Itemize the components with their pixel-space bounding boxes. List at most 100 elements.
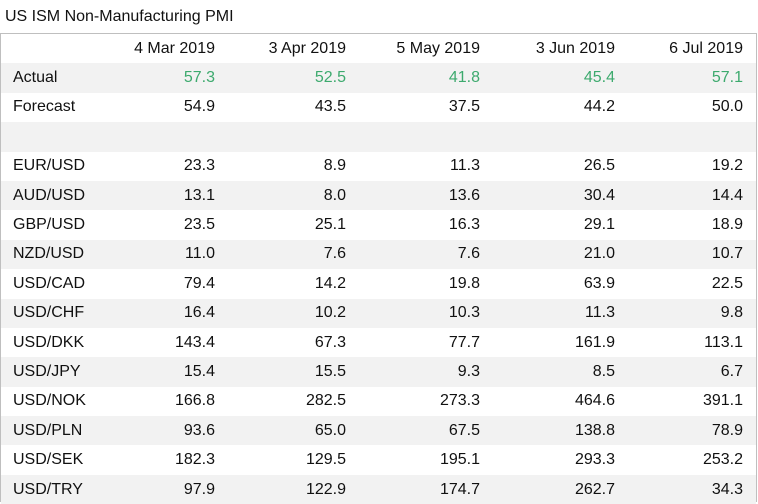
forecast-value: 43.5	[314, 98, 346, 116]
table-row: USD/CHF 16.4 10.2 10.3 11.3 9.8	[1, 298, 756, 328]
cell-value: 13.6	[448, 186, 480, 204]
column-header: 5 May 2019	[396, 39, 480, 57]
row-label: USD/DKK	[13, 333, 85, 351]
corner-cell	[1, 34, 98, 63]
row-label: USD/NOK	[13, 392, 86, 410]
cell-value: 93.6	[183, 421, 215, 439]
cell-value: 8.5	[592, 362, 615, 380]
cell-value: 9.3	[457, 362, 480, 380]
row-label: NZD/USD	[13, 245, 85, 263]
cell-value: 143.4	[174, 333, 215, 351]
row-label: USD/PLN	[13, 421, 83, 439]
cell-value: 22.5	[711, 274, 743, 292]
column-header: 3 Jun 2019	[535, 39, 615, 57]
forecast-value: 54.9	[183, 98, 215, 116]
actual-value: 52.5	[314, 69, 346, 87]
table-row: USD/PLN 93.6 65.0 67.5 138.8 78.9	[1, 416, 756, 446]
cell-value: 14.2	[314, 274, 346, 292]
actual-value: 57.1	[711, 69, 743, 87]
table-title: US ISM Non-Manufacturing PMI	[5, 8, 234, 25]
cell-value: 138.8	[574, 421, 615, 439]
spacer-row	[1, 122, 756, 152]
row-label: USD/SEK	[13, 451, 84, 469]
cell-value: 19.8	[448, 274, 480, 292]
row-label: USD/JPY	[13, 362, 81, 380]
cell-value: 34.3	[711, 480, 743, 498]
table-row: USD/TRY 97.9 122.9 174.7 262.7 34.3	[1, 474, 756, 504]
cell-value: 63.9	[583, 274, 615, 292]
column-header: 4 Mar 2019	[134, 39, 215, 57]
spacer-cell	[1, 122, 756, 151]
cell-value: 8.9	[323, 157, 346, 175]
cell-value: 11.0	[185, 245, 215, 263]
cell-value: 15.4	[183, 362, 215, 380]
cell-value: 8.0	[323, 186, 346, 204]
cell-value: 97.9	[183, 480, 215, 498]
data-table-container: 4 Mar 2019 3 Apr 2019 5 May 2019 3 Jun 2…	[0, 33, 757, 504]
cell-value: 9.8	[720, 304, 743, 322]
cell-value: 26.5	[583, 157, 615, 175]
pmi-table: 4 Mar 2019 3 Apr 2019 5 May 2019 3 Jun 2…	[1, 34, 756, 504]
cell-value: 273.3	[439, 392, 480, 410]
table-row: USD/CAD 79.4 14.2 19.8 63.9 22.5	[1, 269, 756, 299]
column-header: 3 Apr 2019	[268, 39, 346, 57]
cell-value: 6.7	[720, 362, 743, 380]
row-label: AUD/USD	[13, 186, 86, 204]
cell-value: 67.5	[448, 421, 480, 439]
row-label: EUR/USD	[13, 157, 86, 175]
cell-value: 122.9	[305, 480, 346, 498]
cell-value: 182.3	[174, 451, 215, 469]
cell-value: 174.7	[439, 480, 480, 498]
cell-value: 293.3	[574, 451, 615, 469]
cell-value: 11.3	[585, 304, 615, 322]
table-row: EUR/USD 23.3 8.9 11.3 26.5 19.2	[1, 151, 756, 181]
cell-value: 79.4	[183, 274, 215, 292]
header-row: 4 Mar 2019 3 Apr 2019 5 May 2019 3 Jun 2…	[1, 34, 756, 64]
cell-value: 11.3	[450, 157, 480, 175]
forecast-value: 44.2	[583, 98, 615, 116]
cell-value: 29.1	[583, 216, 615, 234]
cell-value: 77.7	[448, 333, 480, 351]
cell-value: 129.5	[305, 451, 346, 469]
cell-value: 166.8	[174, 392, 215, 410]
cell-value: 7.6	[457, 245, 480, 263]
cell-value: 253.2	[702, 451, 743, 469]
cell-value: 282.5	[305, 392, 346, 410]
cell-value: 18.9	[711, 216, 743, 234]
forecast-row: Forecast 54.9 43.5 37.5 44.2 50.0	[1, 92, 756, 123]
row-label: GBP/USD	[13, 216, 86, 234]
cell-value: 19.2	[711, 157, 743, 175]
table-row: AUD/USD 13.1 8.0 13.6 30.4 14.4	[1, 180, 756, 211]
cell-value: 30.4	[583, 186, 615, 204]
cell-value: 10.2	[314, 304, 346, 322]
table-row: USD/NOK 166.8 282.5 273.3 464.6 391.1	[1, 386, 756, 417]
actual-value: 45.4	[583, 69, 615, 87]
pair-rows: EUR/USD 23.3 8.9 11.3 26.5 19.2 AUD/USD 13.1 8.0…	[1, 151, 756, 504]
row-label: USD/TRY	[13, 480, 83, 498]
cell-value: 10.7	[711, 245, 743, 263]
actual-value: 41.8	[448, 69, 480, 87]
cell-value: 16.4	[183, 304, 215, 322]
cell-value: 14.4	[711, 186, 743, 204]
column-header: 6 Jul 2019	[669, 39, 743, 57]
cell-value: 16.3	[448, 216, 480, 234]
cell-value: 195.1	[439, 451, 480, 469]
cell-value: 25.1	[314, 216, 346, 234]
actual-row: Actual 57.3 52.5 41.8 45.4 57.1	[1, 63, 756, 93]
cell-value: 78.9	[711, 421, 743, 439]
cell-value: 13.1	[183, 186, 215, 204]
table-row: GBP/USD 23.5 25.1 16.3 29.1 18.9	[1, 210, 756, 240]
row-label: USD/CHF	[13, 304, 85, 322]
cell-value: 21.0	[583, 245, 615, 263]
table-row: USD/SEK 182.3 129.5 195.1 293.3 253.2	[1, 445, 756, 475]
actual-value: 57.3	[183, 69, 215, 87]
cell-value: 464.6	[574, 392, 615, 410]
cell-value: 23.3	[183, 157, 215, 175]
cell-value: 161.9	[574, 333, 615, 351]
table-row: NZD/USD 11.0 7.6 7.6 21.0 10.7	[1, 239, 756, 270]
cell-value: 262.7	[574, 480, 615, 498]
cell-value: 113.1	[704, 333, 743, 351]
cell-value: 10.3	[448, 304, 480, 322]
forecast-value: 37.5	[448, 98, 480, 116]
cell-value: 15.5	[314, 362, 346, 380]
